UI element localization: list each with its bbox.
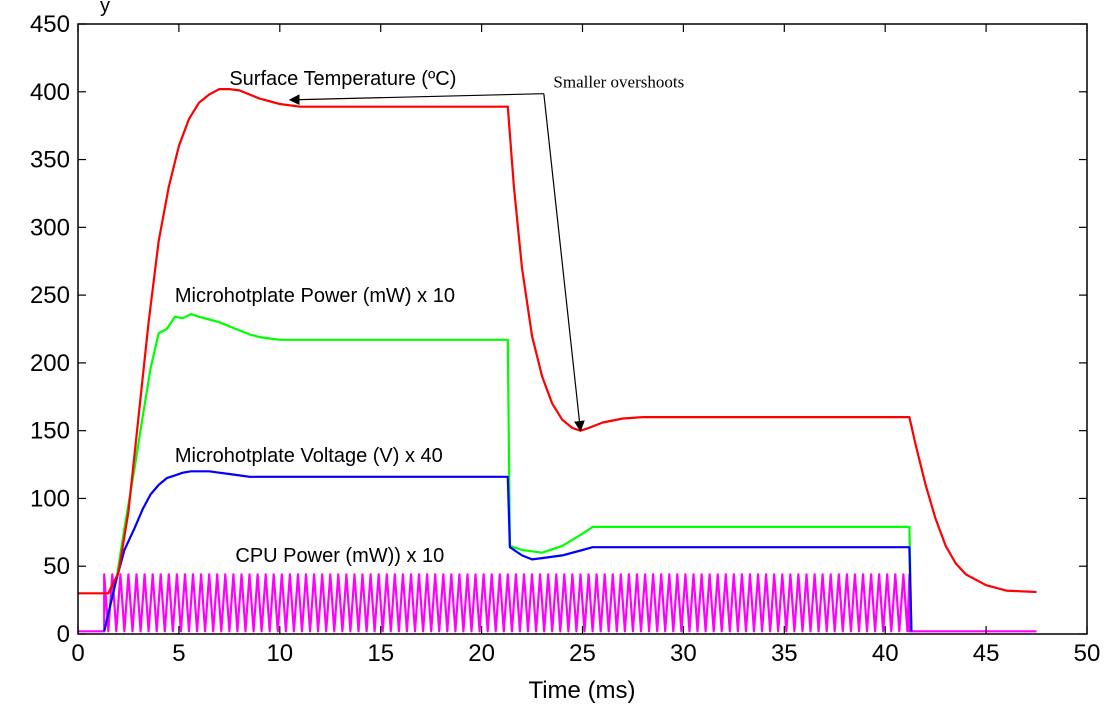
- series-label: Microhotplate Voltage (V) x 40: [175, 445, 443, 467]
- series-microhotplate-voltage-v-x-40: [103, 470, 913, 632]
- x-tick-label: 50: [1074, 640, 1101, 667]
- series-cpu-power-mw-x-10: [78, 573, 1037, 633]
- callout-arrow: [288, 93, 544, 106]
- y-tick-label: 350: [30, 147, 70, 174]
- cropped-header-text: y: [100, 0, 110, 17]
- plot-frame: [77, 23, 1088, 635]
- x-tick-label: 10: [266, 640, 293, 667]
- x-tick-label: 35: [771, 640, 798, 667]
- x-tick-label: 30: [670, 640, 697, 667]
- y-tick-label: 400: [30, 79, 70, 106]
- x-tick-label: 20: [468, 640, 495, 667]
- y-tick-label: 150: [30, 418, 70, 445]
- y-tick-label: 200: [30, 350, 70, 377]
- y-tick-label: 450: [30, 11, 70, 38]
- axes: 0 5 10 15 20 25 30 35 40 45 50 0 50 100 150 200 250 300 35…: [30, 11, 1100, 667]
- callout-arrow: [543, 93, 585, 432]
- series-label: Microhotplate Power (mW) x 10: [175, 285, 455, 307]
- series-layer: [78, 88, 1037, 633]
- x-tick-label: 45: [973, 640, 1000, 667]
- series-label: CPU Power (mW)) x 10: [235, 545, 444, 567]
- annotations: Surface Temperature (ºC) Microhotplate Po…: [175, 68, 684, 567]
- x-tick-label: 15: [367, 640, 394, 667]
- y-tick-label: 300: [30, 214, 70, 241]
- x-tick-label: 0: [71, 640, 84, 667]
- series-microhotplate-power-mw-x-10: [103, 313, 913, 632]
- series-surface-temperature-c: [78, 88, 1037, 595]
- y-tick-label: 250: [30, 282, 70, 309]
- y-tick-label: 50: [43, 553, 70, 580]
- x-tick-label: 25: [569, 640, 596, 667]
- y-tick-label: 0: [57, 621, 70, 648]
- x-tick-label: 40: [872, 640, 899, 667]
- x-axis-label: Time (ms): [528, 677, 635, 704]
- x-tick-label: 5: [172, 640, 185, 667]
- y-tick-label: 100: [30, 485, 70, 512]
- series-label: Surface Temperature (ºC): [229, 68, 456, 90]
- callout-text: Smaller overshoots: [553, 73, 684, 92]
